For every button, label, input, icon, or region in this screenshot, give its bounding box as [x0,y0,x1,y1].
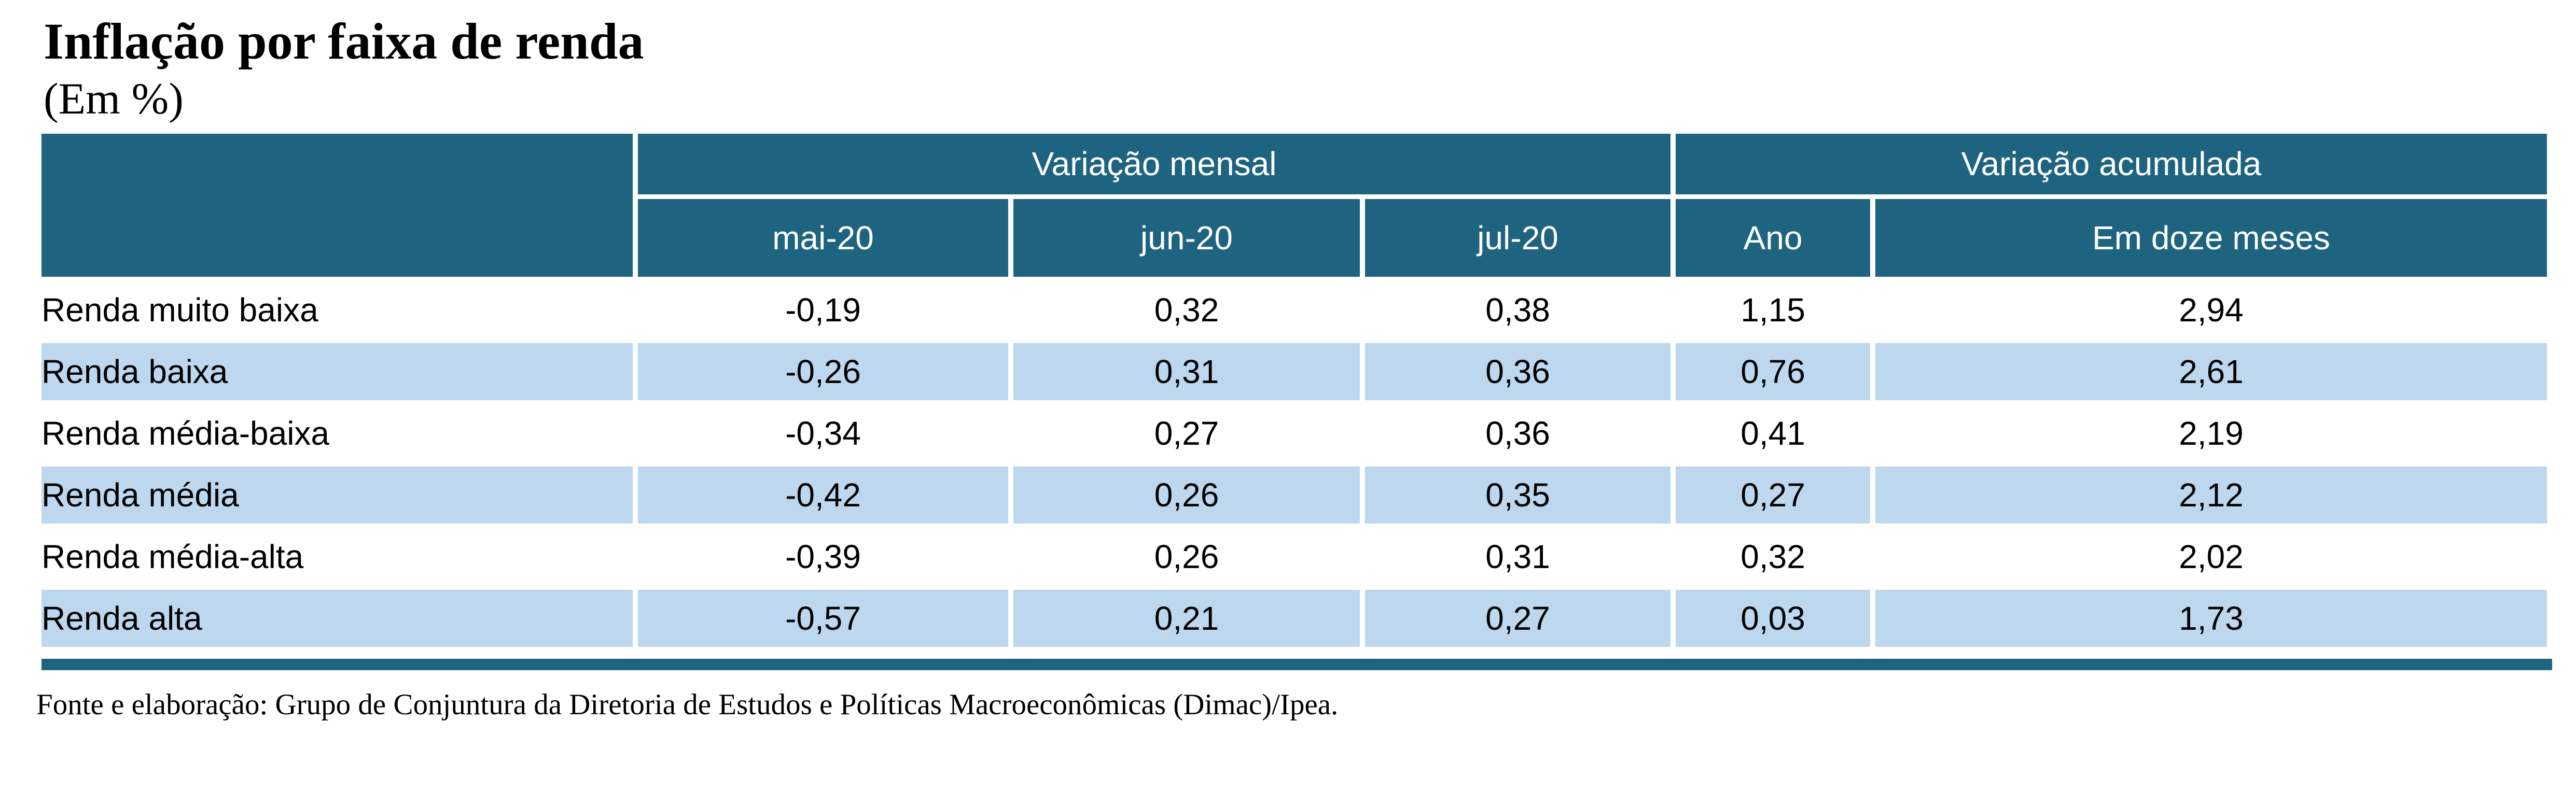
value-cell: 1,73 [1875,589,2547,647]
row-label: Renda média-baixa [41,414,329,452]
column-header-jul-20: jul-20 [1365,199,1670,277]
column-header-jun-20: jun-20 [1013,199,1360,277]
bottom-rule [41,658,2552,670]
value-cell: 1,15 [1740,291,1805,329]
table-row: Renda muito baixa -0,19 0,32 0,38 1,15 2… [41,281,2547,338]
value-cell: 0,38 [1485,291,1550,329]
group-header-variacao-acumulada: Variação acumulada [1676,133,2547,194]
value-cell: -0,19 [785,291,861,329]
column-header-em-doze-meses: Em doze meses [1875,199,2547,277]
value-cell: -0,57 [638,589,1008,647]
table-row: Renda baixa -0,26 0,31 0,36 0,76 2,61 [41,343,2547,400]
value-cell: 0,31 [1013,343,1360,400]
value-cell: 0,26 [1154,537,1219,575]
value-cell: 2,61 [1875,343,2547,400]
row-label: Renda baixa [41,343,633,400]
group-header-variacao-mensal: Variação mensal [638,133,1670,194]
value-cell: 0,32 [1740,537,1805,575]
value-cell: 0,27 [1154,414,1219,452]
corner-header-cell [41,133,633,277]
value-cell: 2,19 [2179,414,2244,452]
value-cell: -0,26 [638,343,1008,400]
table-row: Renda média-baixa -0,34 0,27 0,36 0,41 2… [41,405,2547,462]
inflation-table: Variação mensal Variação acumulada mai-2… [36,129,2552,652]
value-cell: -0,39 [785,537,861,575]
table-row: Renda alta -0,57 0,21 0,27 0,03 1,73 [41,589,2547,647]
unit-subtitle: (Em %) [44,74,184,123]
value-cell: 2,94 [2179,291,2244,329]
column-header-mai-20: mai-20 [638,199,1008,277]
value-cell: -0,42 [638,466,1008,523]
value-cell: 0,03 [1676,589,1870,647]
row-label: Renda muito baixa [41,291,318,329]
value-cell: 0,41 [1740,414,1805,452]
sub-header-row: mai-20 jun-20 jul-20 Ano Em doze meses [41,199,2547,277]
table-row: Renda média-alta -0,39 0,26 0,31 0,32 2,… [41,528,2547,585]
value-cell: -0,34 [785,414,861,452]
page-title: Inflação por faixa de renda [44,12,644,70]
row-label: Renda alta [41,589,633,647]
source-note: Fonte e elaboração: Grupo de Conjuntura … [36,688,1339,721]
group-header-row: Variação mensal Variação acumulada [41,133,2547,277]
row-label: Renda média-alta [41,537,304,575]
value-cell: 0,27 [1676,466,1870,523]
value-cell: 0,76 [1676,343,1870,400]
row-label: Renda média [41,466,633,523]
value-cell: 0,27 [1365,589,1670,647]
value-cell: 0,26 [1013,466,1360,523]
value-cell: 0,32 [1154,291,1219,329]
value-cell: 2,02 [2179,537,2244,575]
column-header-ano: Ano [1676,199,1870,277]
value-cell: 2,12 [1875,466,2547,523]
value-cell: 0,31 [1485,537,1550,575]
value-cell: 0,21 [1013,589,1360,647]
value-cell: 0,35 [1365,466,1670,523]
table-row: Renda média -0,42 0,26 0,35 0,27 2,12 [41,466,2547,523]
value-cell: 0,36 [1485,414,1550,452]
value-cell: 0,36 [1365,343,1670,400]
